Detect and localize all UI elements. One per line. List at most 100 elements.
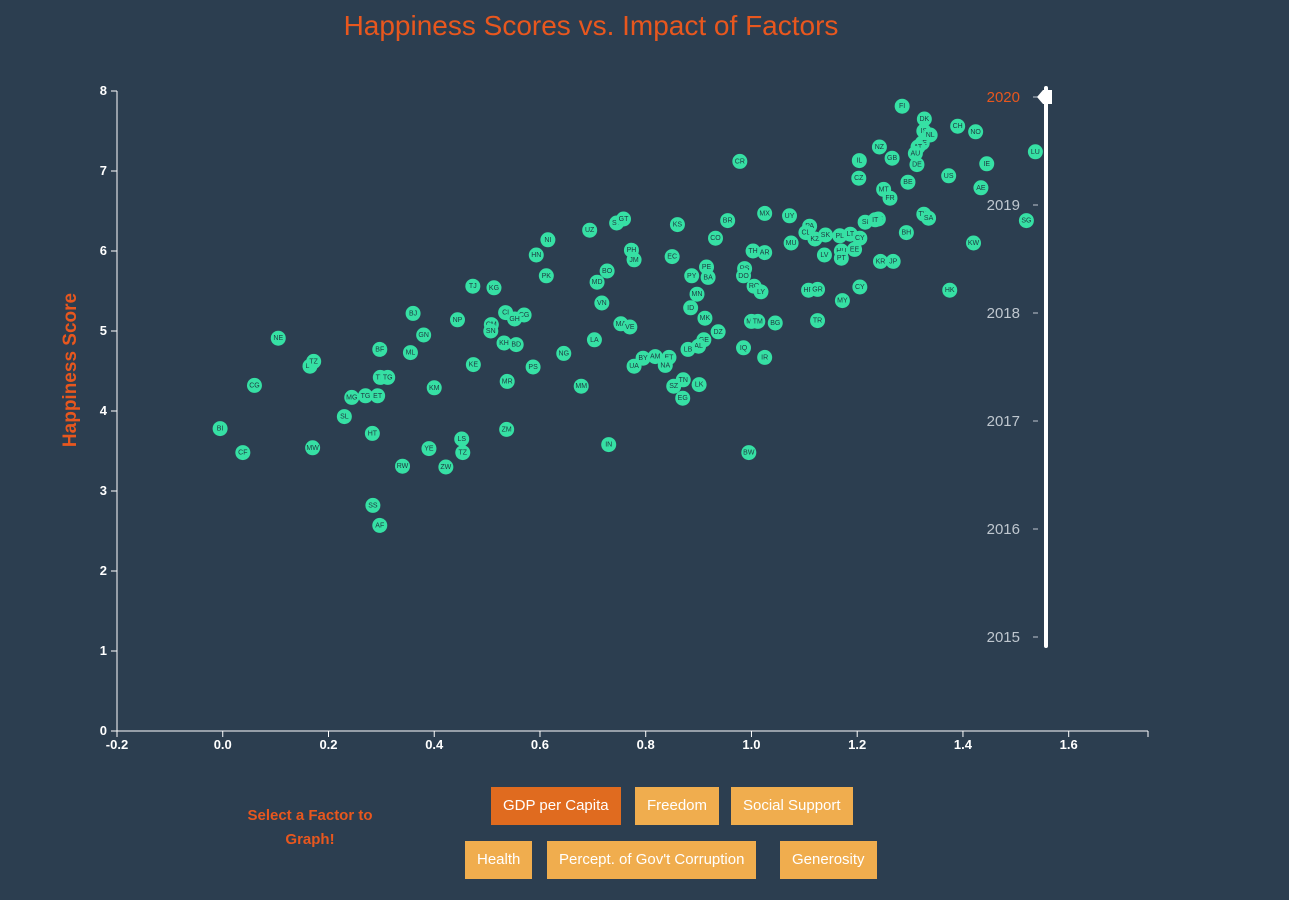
generosity-button[interactable]: Generosity xyxy=(780,841,877,879)
data-point-marker xyxy=(528,247,544,263)
y-tick-label: 7 xyxy=(100,163,107,178)
data-point-label: LS xyxy=(457,436,466,443)
y-tick-label: 4 xyxy=(100,403,108,418)
data-point-label: AM xyxy=(650,354,661,361)
data-point: UA xyxy=(626,358,642,374)
data-point-marker xyxy=(589,274,605,290)
data-point-label: EC xyxy=(667,254,677,261)
data-point-label: IQ xyxy=(740,345,748,352)
data-point: LK xyxy=(691,377,707,393)
data-point-marker xyxy=(372,517,388,533)
slider-handle[interactable] xyxy=(1037,90,1052,104)
data-point-marker xyxy=(344,389,360,405)
data-point-marker xyxy=(594,295,610,311)
data-point: SK xyxy=(817,227,833,243)
data-point-label: BY xyxy=(638,355,648,362)
data-point-marker xyxy=(525,359,541,375)
data-point-marker xyxy=(757,349,773,365)
data-point-label: HK xyxy=(945,287,955,294)
data-point-marker xyxy=(894,98,910,114)
health-button[interactable]: Health xyxy=(465,841,533,879)
data-point: LV xyxy=(816,247,832,263)
data-point-label: AU xyxy=(910,150,920,157)
slider-year-label: 2018 xyxy=(987,305,1020,322)
data-point: US xyxy=(941,168,957,184)
data-point: MU xyxy=(783,235,799,251)
data-point-marker xyxy=(757,205,773,221)
data-point-label: SA xyxy=(924,215,934,222)
freedom-button[interactable]: Freedom xyxy=(635,787,720,825)
data-point-label: SL xyxy=(340,414,349,421)
data-point: VN xyxy=(594,295,610,311)
data-point-label: ZW xyxy=(440,464,451,471)
data-point-marker xyxy=(622,319,638,335)
data-point-marker xyxy=(212,421,228,437)
x-tick-label: 0.0 xyxy=(214,737,232,752)
data-point-marker xyxy=(372,341,388,357)
data-point-marker xyxy=(885,253,901,269)
axes: -0.2 0.0 0.2 0.4 0.6 0.8 1.0 1.2 1.4 1.6 0 1 2 3 4 5 6 7 8 xyxy=(100,83,1149,752)
data-point-label: LT xyxy=(847,231,855,238)
data-point-marker xyxy=(909,157,925,173)
chart-title: Happiness Scores vs. Impact of Factors xyxy=(343,10,839,41)
data-point: NA xyxy=(657,357,673,373)
data-point-label: BJ xyxy=(409,310,417,317)
gdp-per-capita-button[interactable]: GDP per Capita xyxy=(491,787,621,825)
data-point-marker xyxy=(708,230,724,246)
data-point: NO xyxy=(968,124,984,140)
data-point-label: IE xyxy=(983,161,990,168)
data-point-label: IN xyxy=(605,442,612,449)
data-point: IL xyxy=(851,153,867,169)
data-point-label: BD xyxy=(511,342,521,349)
data-point: UY xyxy=(782,208,798,224)
data-point-marker xyxy=(626,358,642,374)
data-point: BJ xyxy=(405,305,421,321)
data-point-marker xyxy=(582,222,598,238)
corruption-button[interactable]: Percept. of Gov't Corruption xyxy=(547,841,757,879)
data-point: PT xyxy=(833,250,849,266)
data-point-marker xyxy=(941,168,957,184)
data-point-marker xyxy=(898,225,914,241)
data-point-label: BF xyxy=(375,346,384,353)
data-point-label: TM xyxy=(753,318,763,325)
data-point-marker xyxy=(871,139,887,155)
data-point: YE xyxy=(421,441,437,457)
data-point: NP xyxy=(449,312,465,328)
year-slider[interactable]: 2020 2019 2018 2017 2016 2015 xyxy=(987,86,1052,648)
x-tick-label: 1.4 xyxy=(954,737,973,752)
data-point-label: TG xyxy=(383,374,393,381)
data-point-marker xyxy=(833,250,849,266)
data-point-marker xyxy=(499,373,515,389)
data-point: MN xyxy=(689,286,705,302)
data-point-marker xyxy=(370,388,386,404)
data-point-label: IT xyxy=(872,217,879,224)
data-point: LA xyxy=(586,332,602,348)
data-point-label: VE xyxy=(625,324,635,331)
data-point-marker xyxy=(357,388,373,404)
data-point-marker xyxy=(710,324,726,340)
data-point-label: TN xyxy=(679,377,688,384)
social-support-button[interactable]: Social Support xyxy=(731,787,853,825)
data-point: CO xyxy=(708,230,724,246)
data-point-marker xyxy=(538,268,554,284)
data-point-marker xyxy=(916,111,932,127)
slider-year-label: 2015 xyxy=(987,629,1020,646)
data-point-marker xyxy=(851,153,867,169)
data-point: KM xyxy=(426,380,442,396)
data-point: LB xyxy=(680,341,696,357)
data-point-label: SI xyxy=(862,219,869,226)
data-point-label: LU xyxy=(1031,149,1040,156)
data-point-marker xyxy=(465,357,481,373)
data-point-label: FI xyxy=(899,103,905,110)
data-point: SZ xyxy=(666,378,682,394)
data-point: CY xyxy=(852,279,868,295)
data-point: EE xyxy=(847,241,863,257)
data-point-marker xyxy=(395,458,411,474)
data-point-label: ZM xyxy=(502,426,512,433)
data-point-marker xyxy=(684,268,700,284)
data-point-marker xyxy=(426,380,442,396)
data-point-label: SK xyxy=(821,232,831,239)
data-point-marker xyxy=(540,232,556,248)
data-point: NE xyxy=(270,330,286,346)
data-point-label: YE xyxy=(424,446,434,453)
